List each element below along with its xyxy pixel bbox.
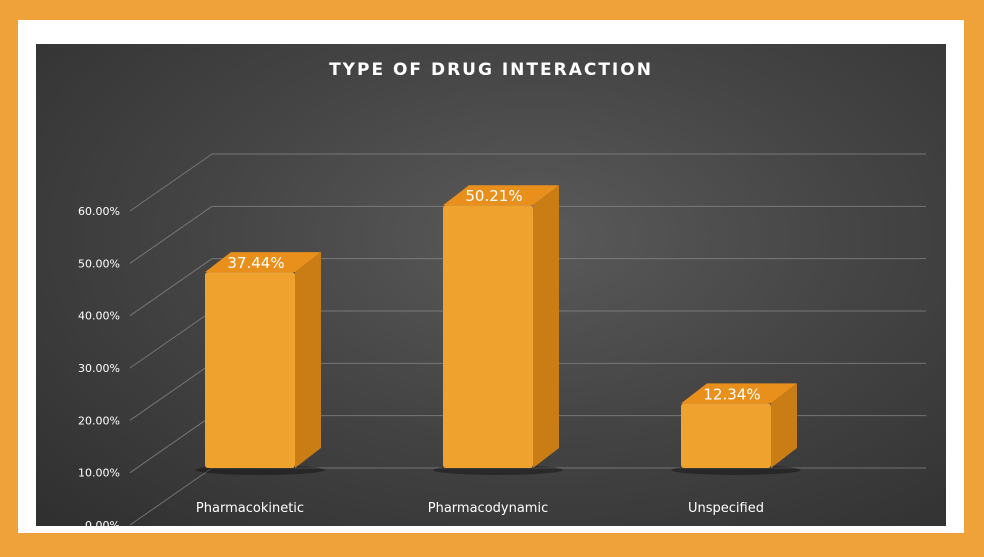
gridline xyxy=(129,362,926,421)
bar-front xyxy=(443,205,533,469)
y-tick-label: 60.00% xyxy=(78,205,120,218)
gridlines xyxy=(129,153,926,526)
category-label: Unspecified xyxy=(688,501,764,516)
data-label: 37.44% xyxy=(227,254,284,272)
bar-front xyxy=(205,272,295,468)
bar-side xyxy=(533,185,559,469)
bar-front xyxy=(681,403,771,468)
chart-title: TYPE OF DRUG INTERACTION xyxy=(329,60,653,80)
bar: 37.44% xyxy=(195,252,325,475)
y-axis-ticks: 0.00% 10.00% 20.00% 30.00% 40.00% 50.00% 60.00… xyxy=(78,205,120,526)
gridline xyxy=(129,153,926,212)
bar: 12.34% xyxy=(671,383,801,475)
y-tick-label: 10.00% xyxy=(78,467,120,480)
bar-top xyxy=(205,252,321,273)
category-label: Pharmacokinetic xyxy=(196,501,304,516)
gridline xyxy=(129,415,926,474)
bar-side xyxy=(295,252,321,468)
bars: 37.44% 50.21% 12.34% xyxy=(195,185,801,475)
bar: 50.21% xyxy=(433,185,563,475)
gridline xyxy=(129,205,926,264)
bar-top xyxy=(443,185,559,206)
y-tick-label: 40.00% xyxy=(78,310,120,323)
gridline xyxy=(129,258,926,317)
gridline xyxy=(129,310,926,369)
chart-panel: TYPE OF DRUG INTERACTION 0.00% 10.00% 20.0… xyxy=(36,44,946,526)
y-tick-label: 0.00% xyxy=(85,519,120,526)
x-axis-categories: Pharmacokinetic Pharmacodynamic Unspecifie… xyxy=(196,501,764,516)
bar-top xyxy=(681,383,797,404)
gridline xyxy=(129,467,926,526)
chart-svg: TYPE OF DRUG INTERACTION 0.00% 10.00% 20.0… xyxy=(78,60,926,526)
data-label: 50.21% xyxy=(465,187,522,205)
y-tick-label: 50.00% xyxy=(78,257,120,270)
y-tick-label: 30.00% xyxy=(78,362,120,375)
y-tick-label: 20.00% xyxy=(78,414,120,427)
category-label: Pharmacodynamic xyxy=(428,501,548,516)
bar-side xyxy=(771,383,797,468)
data-label: 12.34% xyxy=(703,385,760,403)
